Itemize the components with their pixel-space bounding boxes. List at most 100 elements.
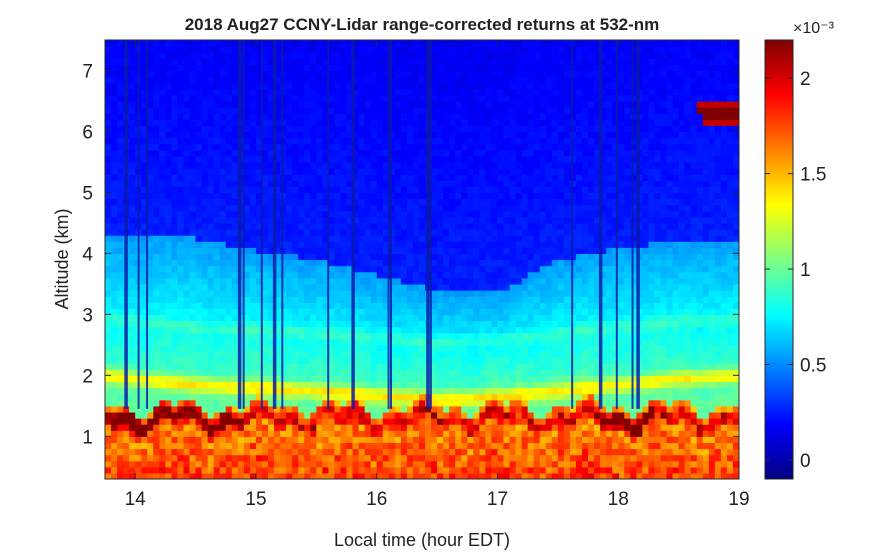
heat-cell	[231, 472, 239, 479]
heat-cell	[316, 405, 323, 413]
heat-cell	[406, 320, 414, 328]
heat-cell	[231, 350, 239, 358]
heat-cell	[105, 381, 112, 389]
heat-cell	[111, 222, 118, 230]
heat-cell	[382, 344, 390, 352]
heat-cell	[412, 82, 420, 90]
heat-cell	[213, 448, 221, 456]
heat-cell	[352, 94, 360, 102]
heat-cell	[412, 466, 420, 474]
heat-cell	[159, 350, 166, 358]
heat-cell	[165, 418, 173, 425]
heat-cell	[455, 58, 462, 65]
heat-cell	[358, 174, 366, 181]
heat-cell	[177, 137, 185, 145]
heat-cell	[473, 430, 480, 437]
heat-cell	[195, 265, 203, 273]
heat-cell	[231, 442, 239, 450]
heat-cell	[225, 424, 233, 431]
heat-cell	[286, 271, 293, 279]
heat-cell	[201, 70, 209, 78]
heat-cell	[171, 216, 179, 224]
heat-cell	[249, 100, 257, 108]
heat-cell	[346, 222, 354, 230]
heat-cell	[189, 70, 197, 78]
heat-cell	[485, 460, 493, 468]
heat-cell	[461, 405, 468, 413]
heat-cell	[455, 137, 462, 145]
heat-cell	[328, 241, 336, 248]
heat-cell	[225, 149, 233, 157]
heat-cell	[485, 369, 493, 376]
heat-cell	[261, 204, 269, 212]
heat-cell	[177, 332, 185, 340]
heat-cell	[292, 64, 299, 72]
heat-cell	[111, 52, 118, 59]
heat-cell	[261, 308, 269, 315]
heat-cell	[249, 155, 257, 163]
heat-cell	[171, 174, 179, 181]
heat-cell	[431, 46, 438, 53]
heat-cell	[509, 186, 517, 194]
heat-cell	[485, 186, 493, 194]
heat-cell	[141, 216, 148, 224]
heat-cell	[292, 253, 299, 261]
heat-cell	[292, 460, 299, 468]
heat-cell	[292, 265, 299, 273]
heat-cell	[443, 204, 450, 212]
heat-cell	[231, 320, 239, 328]
heat-cell	[189, 350, 197, 358]
heat-cell	[473, 369, 480, 376]
heat-cell	[418, 137, 426, 145]
heat-cell	[521, 454, 529, 462]
heat-cell	[388, 338, 396, 346]
heat-cell	[153, 448, 160, 456]
heat-cell	[153, 186, 160, 194]
heat-cell	[503, 259, 511, 267]
heat-cell	[340, 100, 348, 108]
heat-cell	[316, 46, 323, 53]
heat-cell	[153, 180, 160, 187]
heat-cell	[497, 70, 505, 78]
heat-cell	[165, 411, 173, 419]
heat-cell	[418, 381, 426, 389]
heat-cell	[449, 168, 456, 175]
heat-cell	[292, 119, 299, 126]
heat-cell	[443, 357, 450, 364]
heat-cell	[461, 448, 468, 456]
heat-cell	[189, 387, 197, 395]
heat-cell	[340, 399, 348, 407]
heat-cell	[400, 271, 408, 279]
heat-cell	[316, 192, 323, 200]
heat-cell	[412, 113, 420, 120]
heat-cell	[147, 119, 154, 126]
heat-cell	[455, 186, 462, 194]
heat-cell	[286, 387, 293, 395]
heat-cell	[497, 381, 505, 389]
heat-cell	[515, 271, 523, 279]
heat-cell	[249, 149, 257, 157]
heat-cell	[280, 277, 287, 285]
heat-cell	[213, 424, 221, 431]
heat-cell	[388, 94, 396, 102]
heat-cell	[231, 192, 239, 200]
heat-cell	[177, 381, 185, 389]
heat-cell	[147, 289, 154, 297]
heat-cell	[509, 88, 517, 96]
heat-cell	[231, 381, 239, 389]
heat-cell	[298, 344, 305, 352]
heat-cell	[467, 283, 474, 291]
heat-cell	[406, 46, 414, 53]
heat-cell	[201, 161, 209, 169]
heat-cell	[515, 100, 523, 108]
heat-cell	[304, 247, 311, 255]
heat-cell	[461, 52, 468, 59]
heat-cell	[165, 161, 173, 169]
heat-cell	[141, 113, 148, 120]
heat-cell	[177, 155, 185, 163]
heat-cell	[280, 283, 287, 291]
heat-cell	[195, 399, 203, 407]
heat-cell	[515, 64, 523, 72]
heat-cell	[479, 94, 486, 102]
heat-cell	[340, 168, 348, 175]
